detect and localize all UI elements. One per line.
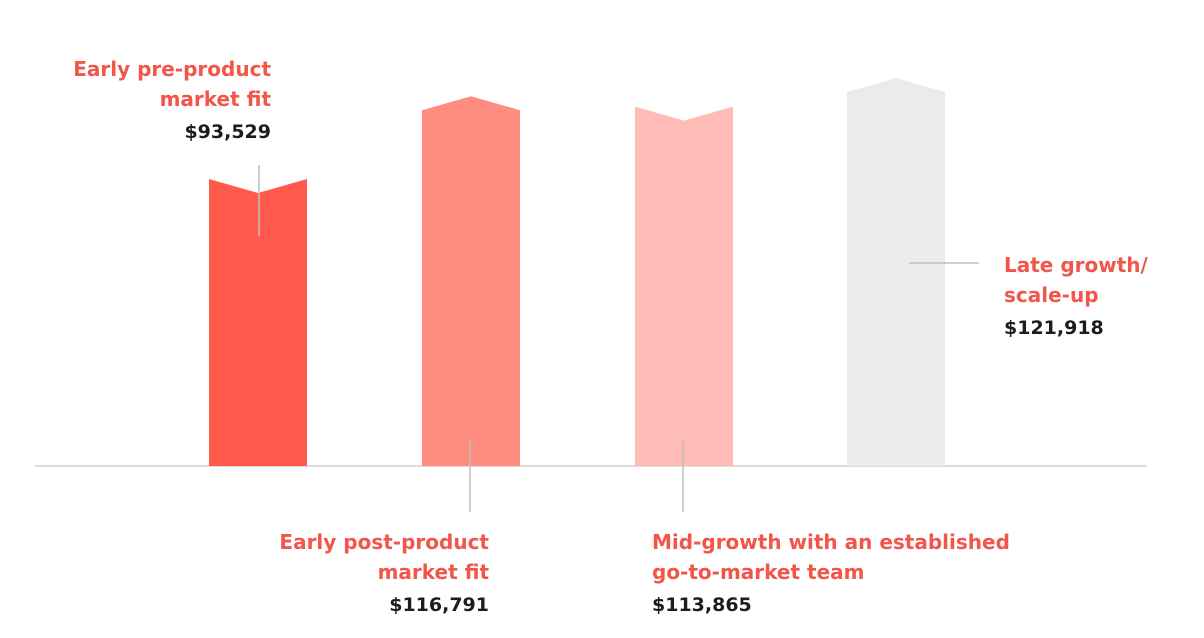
value-label-1: $93,529 [184,121,271,143]
category-label-3-line-1: Mid-growth with an established [652,530,1010,554]
leader-lines-layer [258,165,979,512]
category-label-2-line-2: market fit [378,560,490,584]
value-label-4: $121,918 [1004,317,1104,339]
bar-4 [847,78,945,466]
bar-1 [209,179,307,466]
value-label-3: $113,865 [652,594,752,616]
category-label-2-line-1: Early post-product [279,530,489,554]
category-label-4-line-1: Late growth/ [1004,253,1149,277]
bar-2 [422,96,520,466]
bar-3 [635,106,733,467]
category-label-3-line-2: go-to-market team [652,560,864,584]
value-label-2: $116,791 [389,594,489,616]
category-label-1-line-1: Early pre-product [73,57,271,81]
category-label-1-line-2: market fit [160,87,272,111]
labels-layer: Early pre-product market fit $93,529 Early … [73,57,1148,616]
category-label-4-line-2: scale-up [1004,283,1099,307]
bars-layer [209,78,945,467]
